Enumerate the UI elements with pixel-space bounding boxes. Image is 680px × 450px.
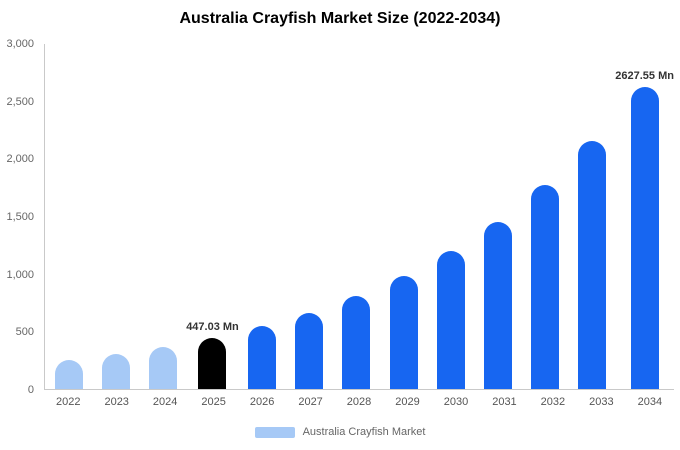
x-tick-label-2027: 2027: [298, 396, 323, 408]
y-tick-label-1,000: 1,000: [6, 268, 34, 281]
x-tick-label-2026: 2026: [249, 396, 275, 408]
x-tick-label-2028: 2028: [346, 396, 372, 408]
bar-2033: [577, 140, 606, 389]
x-tick-label-2033: 2033: [589, 396, 614, 408]
bar-column-2028: [333, 44, 380, 389]
y-tick-label-500: 500: [15, 326, 34, 339]
bar-column-2033: [568, 44, 615, 389]
bar-column-2027: [286, 44, 333, 389]
x-axis: 2022 2023 2024 2025 2026 2027 2028 2029 2030 2031…: [44, 396, 674, 408]
bar-value-label-2034: 2627.55 Mn: [615, 69, 674, 82]
legend: Australia Crayfish Market: [0, 426, 680, 438]
bar-column-2034: 2627.55 Mn: [615, 44, 674, 389]
x-tick-label-2031: 2031: [492, 396, 517, 408]
bar-2031: [483, 221, 512, 389]
bar-2027: [295, 312, 324, 389]
y-axis: 0 500 1,000 1,500 2,000 2,500 3,000: [0, 38, 40, 396]
bar-2030: [436, 251, 465, 389]
x-tick-label-2030: 2030: [443, 396, 469, 408]
y-tick-label-2,000: 2,000: [6, 153, 34, 166]
bar-2029: [389, 276, 418, 389]
legend-swatch: [254, 426, 295, 438]
bar-column-2025: 447.03 Mn: [186, 44, 239, 389]
bar-column-2032: [521, 44, 568, 389]
y-tick-label-3,000: 3,000: [6, 38, 34, 50]
x-tick-label-2024: 2024: [152, 396, 178, 408]
bar-column-2023: [92, 44, 139, 389]
bar-column-2031: [474, 44, 521, 389]
bar-2022: [54, 360, 83, 389]
x-tick-label-2032: 2032: [540, 396, 566, 408]
x-tick-label-2034: 2034: [637, 396, 663, 408]
bar-column-2026: [239, 44, 286, 389]
x-tick-label-2025: 2025: [201, 396, 226, 408]
bar-2032: [530, 185, 559, 389]
bar-column-2029: [380, 44, 427, 389]
x-tick-label-2023: 2023: [104, 396, 129, 408]
bars-container: 447.03 Mn 2627.55 Mn: [45, 44, 674, 389]
bar-value-label-2025: 447.03 Mn: [186, 320, 239, 333]
plot-area: 447.03 Mn 2627.55 Mn: [44, 44, 674, 390]
bar-column-2022: [45, 44, 92, 389]
x-tick-label-2022: 2022: [55, 396, 81, 408]
x-tick-label-2029: 2029: [395, 396, 420, 408]
bar-2023: [101, 354, 130, 389]
legend-label: Australia Crayfish Market: [302, 426, 426, 438]
bar-column-2030: [427, 44, 474, 389]
bar-2025: [198, 337, 227, 389]
bar-2026: [248, 326, 277, 389]
bar-2028: [342, 296, 371, 389]
y-tick-label-1,500: 1,500: [6, 211, 34, 223]
bar-2034: [630, 86, 659, 389]
y-tick-label-2,500: 2,500: [6, 95, 34, 108]
y-tick-label-0: 0: [27, 384, 34, 396]
bar-2024: [148, 346, 177, 389]
chart-title: Australia Crayfish Market Size (2022-203…: [179, 10, 501, 27]
bar-column-2024: [139, 44, 186, 389]
